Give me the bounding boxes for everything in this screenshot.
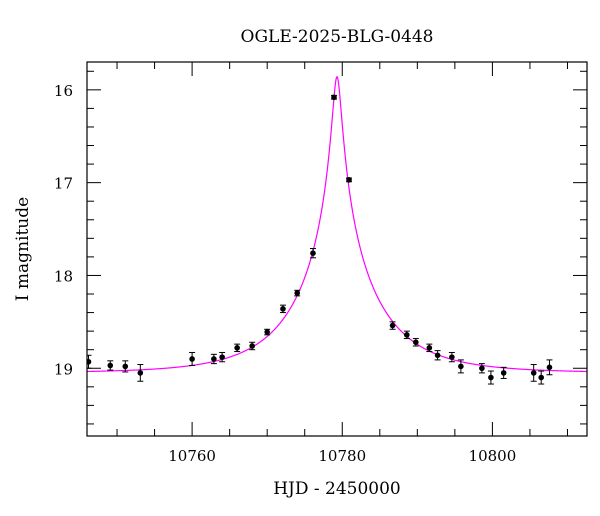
chart-title: OGLE-2025-BLG-0448 xyxy=(241,27,434,47)
point-marker xyxy=(249,343,255,349)
data-point xyxy=(294,289,301,297)
data-point xyxy=(403,330,410,340)
point-marker xyxy=(530,370,537,376)
data-point xyxy=(264,328,271,336)
data-point xyxy=(500,366,507,379)
data-point xyxy=(346,177,353,183)
data-point xyxy=(478,363,485,374)
y-tick-label: 19 xyxy=(54,360,73,378)
data-point xyxy=(426,343,433,353)
x-tick-label: 10800 xyxy=(469,447,517,465)
axis-ticks xyxy=(87,62,587,436)
data-point xyxy=(279,304,286,314)
point-marker xyxy=(404,332,410,338)
data-point xyxy=(249,341,256,351)
point-marker xyxy=(310,250,316,256)
point-marker xyxy=(346,177,352,183)
y-tick-label: 16 xyxy=(54,82,73,100)
data-point xyxy=(189,351,196,366)
point-marker xyxy=(137,370,144,376)
y-axis-label: I magnitude xyxy=(13,197,33,301)
point-marker xyxy=(389,322,396,329)
data-point xyxy=(412,338,419,347)
data-point xyxy=(87,354,92,369)
data-point xyxy=(546,359,553,376)
point-marker xyxy=(280,306,286,312)
model-curve xyxy=(87,75,587,373)
data-point xyxy=(309,248,316,259)
x-axis-label: HJD - 2450000 xyxy=(273,479,401,499)
point-marker xyxy=(546,364,553,371)
data-point xyxy=(448,351,455,363)
data-point xyxy=(107,360,114,371)
data-point xyxy=(389,321,396,330)
point-marker xyxy=(234,345,240,351)
point-marker xyxy=(500,370,507,376)
data-point xyxy=(538,370,545,385)
x-tick-label: 10780 xyxy=(318,447,366,465)
tick-labels: 10760 10780 10800 16 17 18 19 xyxy=(54,82,516,465)
plot-frame xyxy=(86,61,588,437)
point-marker xyxy=(479,365,485,372)
point-marker xyxy=(107,362,114,369)
y-tick-label: 18 xyxy=(54,267,73,285)
x-tick-label: 10760 xyxy=(168,447,216,465)
data-point xyxy=(487,370,494,385)
data-point xyxy=(137,364,144,382)
point-marker xyxy=(87,358,92,365)
point-marker xyxy=(449,354,455,360)
point-marker xyxy=(189,356,195,362)
data-point xyxy=(457,359,464,374)
data-point xyxy=(210,353,217,365)
point-marker xyxy=(122,363,129,370)
point-marker xyxy=(426,345,433,351)
point-marker xyxy=(331,94,337,101)
point-marker xyxy=(434,352,441,359)
point-marker xyxy=(458,363,464,370)
data-point xyxy=(530,364,537,382)
point-marker xyxy=(413,339,419,346)
point-marker xyxy=(538,374,545,381)
point-marker xyxy=(211,356,217,362)
point-marker xyxy=(219,354,225,360)
plot-area xyxy=(87,75,587,385)
data-point xyxy=(234,343,241,353)
point-marker xyxy=(488,374,494,381)
data-point xyxy=(122,360,129,373)
point-marker xyxy=(264,329,270,335)
point-marker xyxy=(294,290,301,296)
data-points xyxy=(87,94,553,385)
data-point xyxy=(434,350,441,361)
data-point xyxy=(219,351,226,363)
data-point xyxy=(330,94,337,101)
y-tick-label: 17 xyxy=(54,175,73,193)
